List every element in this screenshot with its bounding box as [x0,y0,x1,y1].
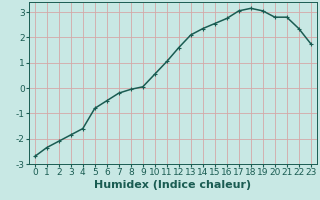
X-axis label: Humidex (Indice chaleur): Humidex (Indice chaleur) [94,180,252,190]
